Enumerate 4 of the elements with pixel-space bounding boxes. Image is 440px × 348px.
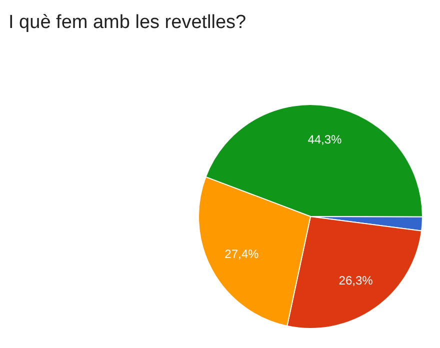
data-label: 27,4%	[224, 247, 260, 262]
data-label: 44,3%	[308, 132, 342, 146]
chart-title: I què fem amb les revetlles?	[8, 12, 246, 33]
data-label: 26,3%	[338, 274, 374, 288]
